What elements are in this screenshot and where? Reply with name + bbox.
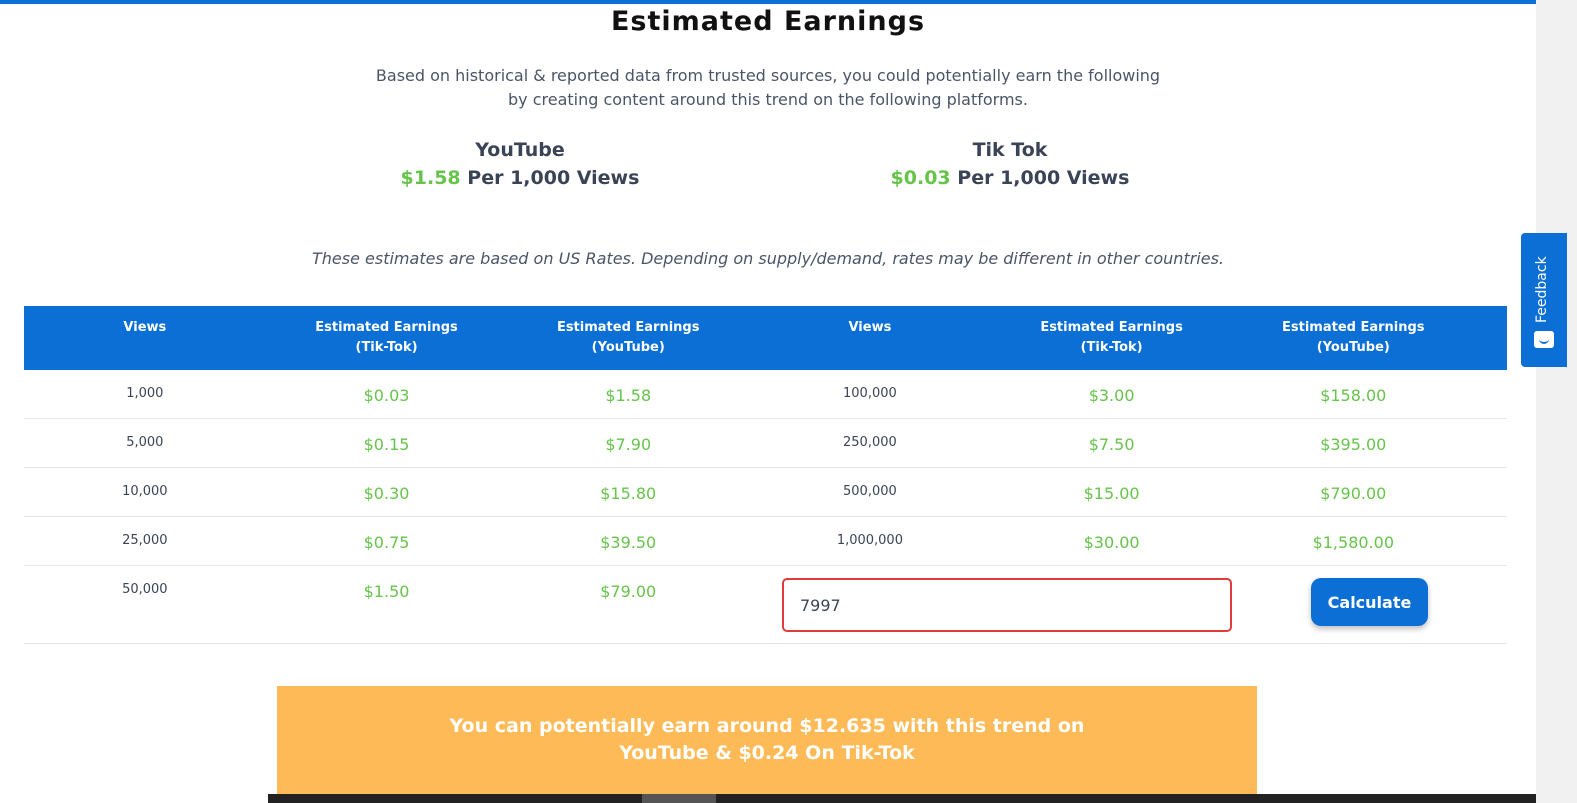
- result-line-2: YouTube & $0.24 On Tik-Tok: [619, 742, 915, 764]
- header-line-2: (YouTube): [591, 340, 665, 355]
- scrollbar-track[interactable]: [1536, 0, 1577, 803]
- youtube-earnings-cell: $79.00: [600, 582, 657, 601]
- tiktok-earnings-cell: $7.50: [1088, 435, 1135, 454]
- header-cell: Estimated Earnings (YouTube): [507, 306, 749, 370]
- views-cell: 500,000: [843, 484, 897, 499]
- header-line-2: (Tik-Tok): [355, 340, 418, 355]
- tiktok-earnings-cell: $30.00: [1083, 533, 1140, 552]
- top-accent-bar: [0, 0, 1577, 4]
- platform-youtube: YouTube $1.58 Per 1,000 Views: [370, 138, 670, 192]
- views-cell: 50,000: [122, 582, 168, 597]
- tiktok-earnings-cell: $15.00: [1083, 484, 1140, 503]
- header-line-2: (YouTube): [1316, 340, 1390, 355]
- page-title: Estimated Earnings: [610, 6, 926, 37]
- youtube-earnings-cell: $1.58: [605, 386, 652, 405]
- table-row: 50,000 $1.50 $79.00: [24, 566, 1507, 644]
- chat-icon: [1534, 331, 1554, 348]
- youtube-earnings-cell: $395.00: [1320, 435, 1387, 454]
- earnings-table: Views Estimated Earnings (Tik-Tok) Estima…: [24, 306, 1507, 644]
- youtube-earnings-cell: $39.50: [600, 533, 657, 552]
- platform-name: YouTube: [475, 139, 565, 161]
- calculate-button[interactable]: Calculate: [1311, 578, 1428, 626]
- youtube-earnings-cell: $7.90: [605, 435, 652, 454]
- header-line-1: Estimated Earnings: [556, 320, 700, 335]
- bottom-scrollbar[interactable]: [268, 794, 1536, 803]
- page-subtitle: Based on historical & reported data from…: [368, 64, 1168, 112]
- platform-name: Tik Tok: [972, 139, 1048, 161]
- table-header: Views Estimated Earnings (Tik-Tok) Estima…: [24, 306, 1507, 370]
- rates-disclaimer: These estimates are based on US Rates. D…: [312, 249, 1224, 268]
- youtube-earnings-cell: $158.00: [1320, 386, 1387, 405]
- table-row: 10,000 $0.30 $15.80 500,000 $15.00 $790.…: [24, 468, 1507, 517]
- header-line-1: Estimated Earnings: [1282, 320, 1425, 335]
- views-cell: 10,000: [122, 484, 168, 499]
- result-line-1: You can potentially earn around $12.635 …: [449, 715, 1085, 737]
- table-row: 25,000 $0.75 $39.50 1,000,000 $30.00 $1,…: [24, 517, 1507, 566]
- views-cell: 25,000: [122, 533, 168, 548]
- earnings-result-banner: You can potentially earn around $12.635 …: [277, 686, 1257, 794]
- rate-unit: Per 1,000 Views: [957, 167, 1130, 189]
- header-line-1: Estimated Earnings: [315, 320, 458, 335]
- tiktok-earnings-cell: $0.15: [363, 435, 410, 454]
- platform-tiktok: Tik Tok $0.03 Per 1,000 Views: [860, 138, 1160, 192]
- header-line-1: Views: [848, 320, 892, 335]
- views-cell: 5,000: [126, 435, 164, 450]
- views-input[interactable]: [782, 578, 1232, 632]
- subtitle-line-2: by creating content around this trend on…: [508, 90, 1028, 109]
- feedback-tab[interactable]: Feedback: [1521, 233, 1567, 367]
- views-cell: 1,000,000: [836, 533, 903, 548]
- tiktok-earnings-cell: $0.30: [363, 484, 410, 503]
- youtube-earnings-cell: $1,580.00: [1312, 533, 1394, 552]
- tiktok-earnings-cell: $1.50: [363, 582, 410, 601]
- table-row: 5,000 $0.15 $7.90 250,000 $7.50 $395.00: [24, 419, 1507, 468]
- header-cell: Estimated Earnings (YouTube): [1232, 306, 1474, 370]
- earnings-section: Estimated Earnings Based on historical &…: [24, 6, 1507, 794]
- views-cell: 1,000: [126, 386, 164, 401]
- platform-rate: $0.03 Per 1,000 Views: [860, 164, 1160, 192]
- header-line-1: Estimated Earnings: [1040, 320, 1183, 335]
- platform-rate: $1.58 Per 1,000 Views: [370, 164, 670, 192]
- header-cell: Estimated Earnings (Tik-Tok): [266, 306, 508, 370]
- header-cell: Views: [24, 306, 266, 370]
- youtube-earnings-cell: $15.80: [600, 484, 657, 503]
- rate-unit: Per 1,000 Views: [467, 167, 640, 189]
- header-line-2: (Tik-Tok): [1080, 340, 1143, 355]
- views-cell: 250,000: [843, 435, 897, 450]
- youtube-earnings-cell: $790.00: [1320, 484, 1387, 503]
- tiktok-earnings-cell: $0.03: [363, 386, 410, 405]
- rate-value: $1.58: [400, 167, 461, 189]
- tiktok-earnings-cell: $0.75: [363, 533, 410, 552]
- header-cell: Estimated Earnings (Tik-Tok): [991, 306, 1233, 370]
- subtitle-line-1: Based on historical & reported data from…: [375, 66, 1161, 85]
- tiktok-earnings-cell: $3.00: [1088, 386, 1135, 405]
- table-row: 1,000 $0.03 $1.58 100,000 $3.00 $158.00: [24, 370, 1507, 419]
- header-cell: Views: [749, 306, 991, 370]
- views-cell: 100,000: [843, 386, 897, 401]
- header-line-1: Views: [123, 320, 167, 335]
- bottom-scrollbar-thumb[interactable]: [642, 794, 716, 803]
- feedback-label: Feedback: [1534, 256, 1550, 324]
- rate-value: $0.03: [890, 167, 951, 189]
